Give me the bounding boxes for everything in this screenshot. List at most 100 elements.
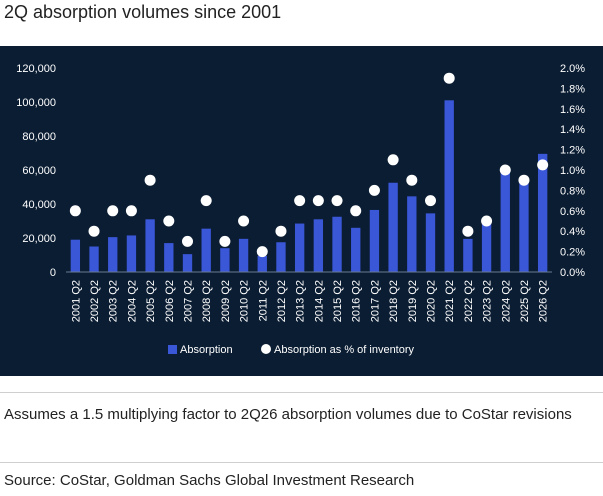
y-right-tick-label: 0.0% <box>560 267 585 279</box>
x-tick-label: 2002 Q2 <box>89 280 101 322</box>
dot-absorption-pct <box>350 205 362 217</box>
bar-absorption <box>294 223 305 272</box>
bar-absorption <box>313 219 324 272</box>
bar-absorption <box>388 182 398 272</box>
x-tick-label: 2004 Q2 <box>126 280 138 322</box>
x-tick-label: 2016 Q2 <box>351 280 363 322</box>
x-tick-label: 2022 Q2 <box>463 280 475 322</box>
legend-swatch-absorption <box>168 345 177 354</box>
y-left-tick-label: 80,000 <box>22 131 56 143</box>
dot-absorption-pct <box>200 195 212 207</box>
source-text: Source: CoStar, Goldman Sachs Global Inv… <box>4 472 415 489</box>
y-right-tick-label: 1.4% <box>560 124 585 136</box>
dot-absorption-pct <box>69 205 81 217</box>
dot-absorption-pct <box>238 215 250 227</box>
bar-absorption <box>519 179 529 272</box>
legend-label-absorption-pct: Absorption as % of inventory <box>274 344 415 356</box>
bar-absorption <box>481 223 492 272</box>
dot-absorption-pct <box>256 246 268 258</box>
bar-absorption <box>182 254 193 272</box>
legend-swatch-absorption-pct <box>261 344 271 354</box>
x-tick-label: 2005 Q2 <box>145 280 157 322</box>
x-tick-label: 2020 Q2 <box>426 280 438 322</box>
x-tick-label: 2011 Q2 <box>257 280 269 321</box>
x-tick-label: 2023 Q2 <box>482 280 494 322</box>
y-left-tick-label: 60,000 <box>22 165 56 177</box>
x-tick-label: 2006 Q2 <box>164 280 176 322</box>
bar-absorption <box>70 239 81 272</box>
x-tick-label: 2003 Q2 <box>108 280 120 322</box>
dot-absorption-pct <box>462 225 474 237</box>
dot-absorption-pct <box>88 225 100 237</box>
divider-bottom <box>0 462 603 463</box>
x-tick-label: 2007 Q2 <box>183 280 195 322</box>
y-right-tick-label: 0.4% <box>560 226 585 238</box>
bar-absorption <box>332 216 342 272</box>
bar-absorption <box>164 243 174 272</box>
dot-absorption-pct <box>294 195 306 207</box>
legend-label-absorption: Absorption <box>180 344 233 356</box>
x-tick-label: 2010 Q2 <box>239 280 251 322</box>
dot-absorption-pct <box>312 195 324 207</box>
dot-absorption-pct <box>443 72 455 84</box>
y-left-tick-label: 0 <box>50 267 56 279</box>
y-left-tick-label: 40,000 <box>22 199 56 211</box>
dot-absorption-pct <box>163 215 175 227</box>
bar-absorption <box>201 228 211 272</box>
x-tick-label: 2008 Q2 <box>201 280 213 322</box>
y-right-tick-label: 1.8% <box>560 83 585 95</box>
dot-absorption-pct <box>425 195 436 207</box>
x-tick-label: 2024 Q2 <box>500 280 512 322</box>
x-tick-label: 2026 Q2 <box>538 280 550 322</box>
y-right-tick-label: 2.0% <box>560 63 585 75</box>
bar-absorption <box>238 238 249 272</box>
x-tick-label: 2014 Q2 <box>313 280 325 322</box>
divider-top <box>0 392 603 393</box>
bar-absorption <box>145 219 155 272</box>
x-tick-label: 2015 Q2 <box>332 280 344 322</box>
y-left-tick-label: 20,000 <box>22 233 56 245</box>
dot-absorption-pct <box>182 235 193 247</box>
y-right-tick-label: 1.0% <box>560 165 585 177</box>
dot-absorption-pct <box>406 174 418 186</box>
bar-absorption <box>276 242 286 272</box>
y-right-tick-label: 0.2% <box>560 247 585 259</box>
x-tick-label: 2021 Q2 <box>444 280 456 322</box>
bar-absorption <box>463 238 473 272</box>
footnote: Assumes a 1.5 multiplying factor to 2Q26… <box>4 406 572 423</box>
x-tick-label: 2018 Q2 <box>388 280 400 322</box>
dot-absorption-pct <box>499 164 511 176</box>
x-tick-label: 2012 Q2 <box>276 280 288 322</box>
dot-absorption-pct <box>481 215 493 227</box>
dot-absorption-pct <box>518 174 530 186</box>
bar-absorption <box>425 213 436 272</box>
dot-absorption-pct <box>537 159 549 171</box>
dot-absorption-pct <box>387 154 399 166</box>
x-tick-label: 2009 Q2 <box>220 280 232 322</box>
bar-absorption <box>108 237 118 272</box>
y-left-tick-label: 120,000 <box>16 63 56 75</box>
bar-absorption <box>220 248 230 272</box>
x-tick-label: 2019 Q2 <box>407 280 419 322</box>
dot-absorption-pct <box>107 205 119 217</box>
x-tick-label: 2001 Q2 <box>70 280 82 322</box>
bar-absorption <box>369 209 380 272</box>
bar-absorption <box>444 100 454 272</box>
x-tick-label: 2017 Q2 <box>369 280 381 322</box>
bar-absorption <box>89 246 99 272</box>
dot-absorption-pct <box>144 174 156 186</box>
dot-absorption-pct <box>368 184 380 196</box>
dot-absorption-pct <box>275 225 287 237</box>
x-tick-label: 2013 Q2 <box>295 280 307 322</box>
bar-absorption <box>407 196 417 272</box>
y-left-tick-label: 100,000 <box>16 97 56 109</box>
chart-svg: 0 20,000 40,000 60,000 80,000 100,000 120,000 0… <box>16 63 585 356</box>
dot-absorption-pct <box>331 195 343 207</box>
dot-absorption-pct <box>219 235 231 247</box>
y-right-tick-label: 0.8% <box>560 185 585 197</box>
chart-title: 2Q absorption volumes since 2001 <box>4 2 282 22</box>
y-right-tick-label: 1.2% <box>560 145 585 157</box>
bar-absorption <box>126 235 137 272</box>
bar-absorption <box>500 170 510 272</box>
dot-absorption-pct <box>125 205 137 217</box>
